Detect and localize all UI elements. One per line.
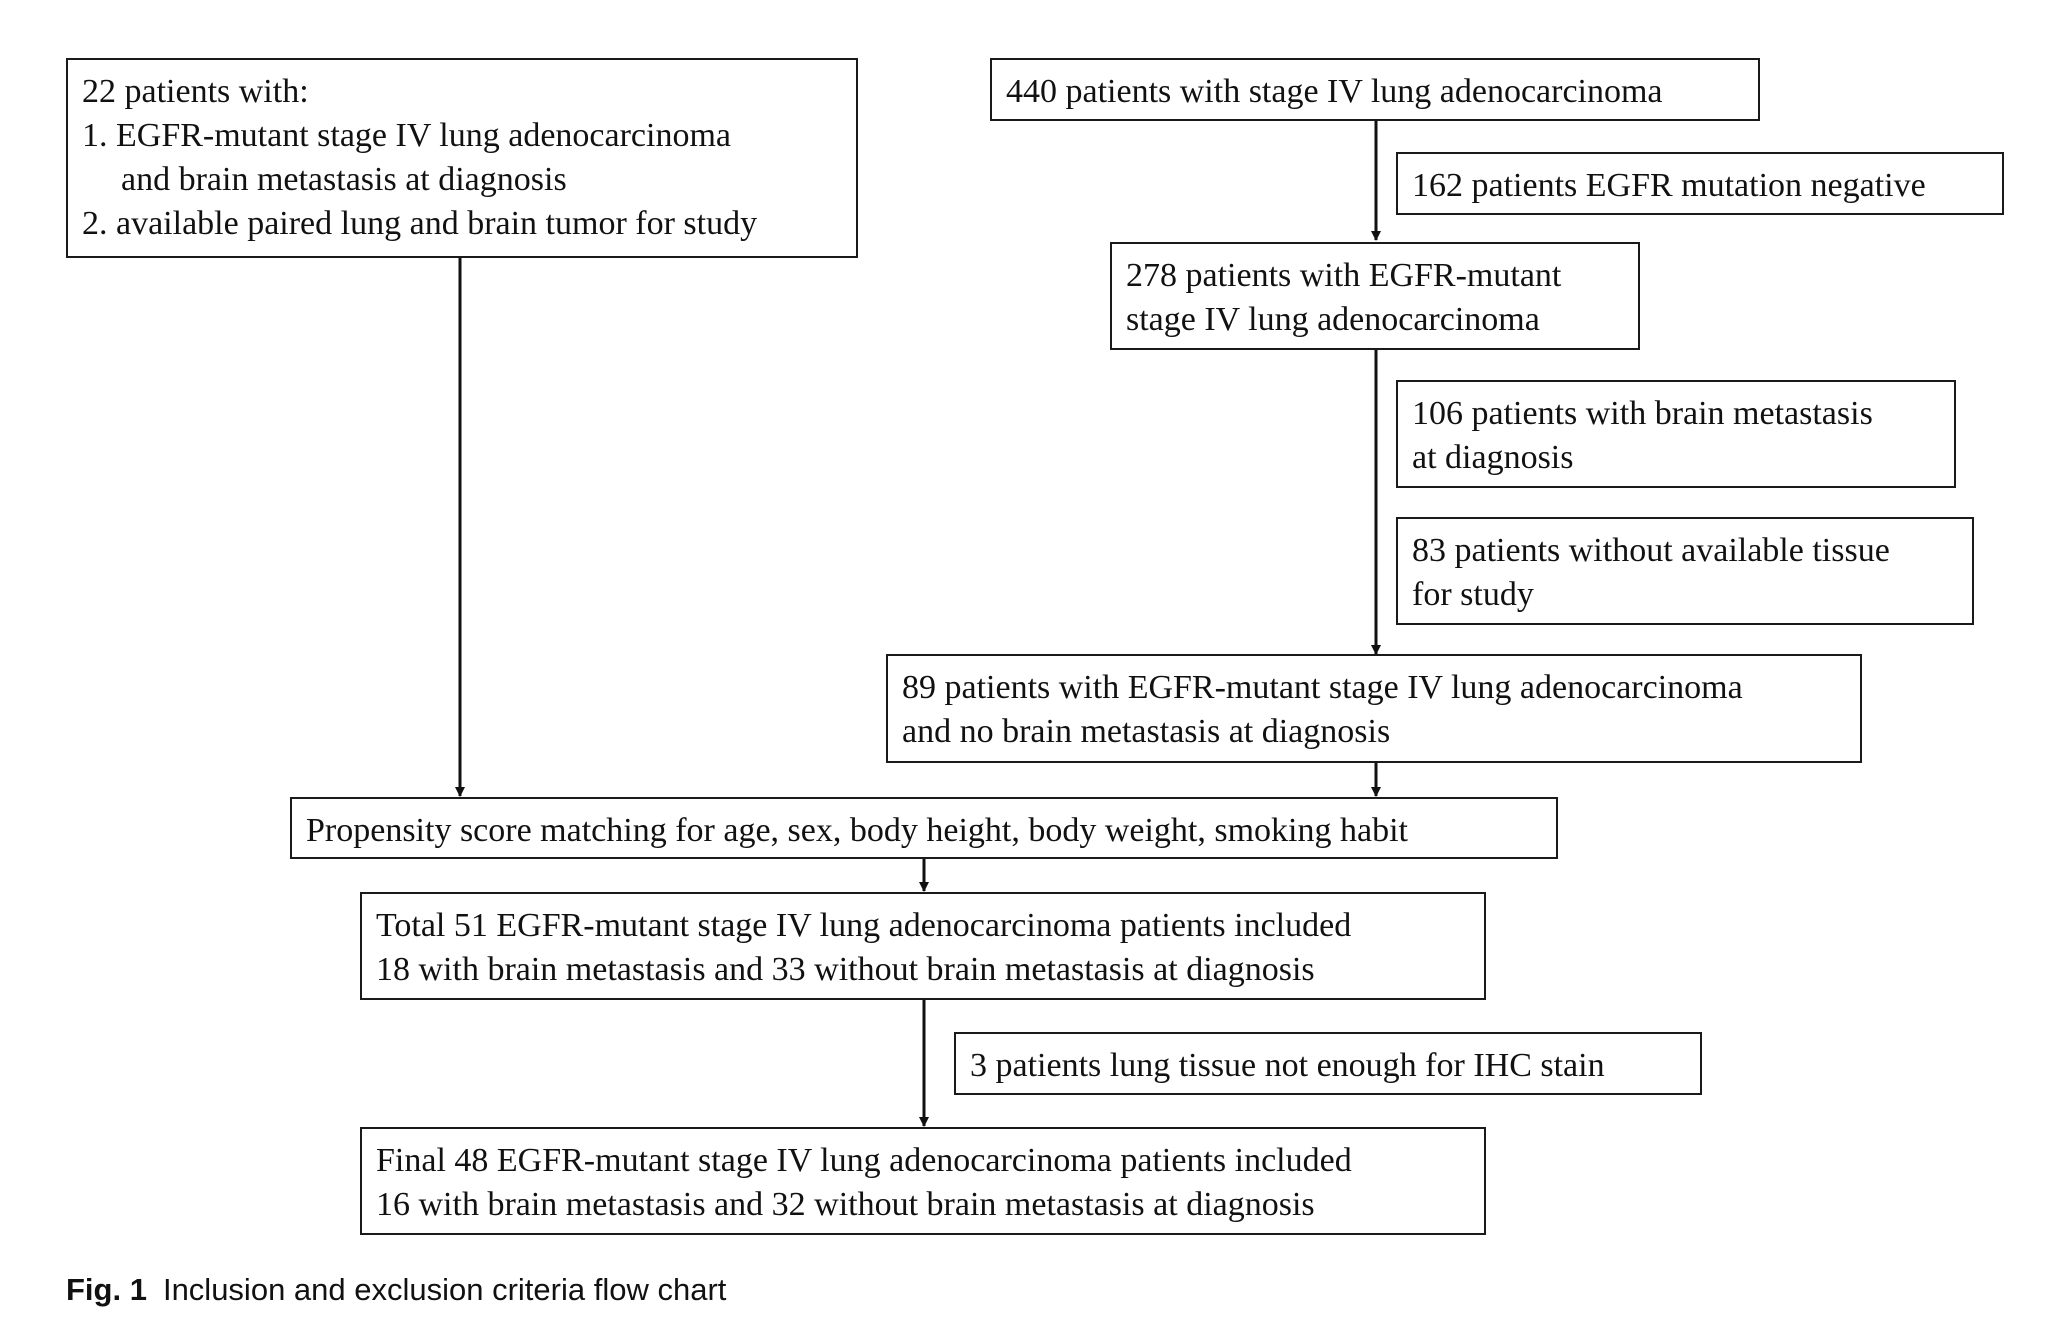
box-egfr-278: 278 patients with EGFR-mutant stage IV l… [1110,242,1640,350]
box-no-bm-89: 89 patients with EGFR-mutant stage IV lu… [886,654,1862,763]
no-bm-89-line1: 89 patients with EGFR-mutant stage IV lu… [902,669,1743,706]
excluded-83-line2: for study [1412,576,1534,613]
left-criteria-line2: 1. EGFR-mutant stage IV lung adenocarcin… [82,117,731,154]
egfr-278-line2: stage IV lung adenocarcinoma [1126,301,1540,338]
no-bm-89-line2: and no brain metastasis at diagnosis [902,713,1391,750]
egfr-278-line1: 278 patients with EGFR-mutant [1126,257,1562,294]
excluded-162-line1: 162 patients EGFR mutation negative [1412,167,1926,204]
box-propensity-matching: Propensity score matching for age, sex, … [290,797,1558,859]
excluded-106-line2: at diagnosis [1412,439,1574,476]
total-440-line1: 440 patients with stage IV lung adenocar… [1006,73,1663,110]
final-48-line2: 16 with brain metastasis and 32 without … [376,1186,1315,1223]
left-criteria-line1: 22 patients with: [82,73,309,110]
box-total-440: 440 patients with stage IV lung adenocar… [990,58,1760,121]
box-excluded-83: 83 patients without available tissue for… [1396,517,1974,625]
box-excluded-3: 3 patients lung tissue not enough for IH… [954,1032,1702,1095]
box-final-48: Final 48 EGFR-mutant stage IV lung adeno… [360,1127,1486,1235]
psm-line1: Propensity score matching for age, sex, … [306,812,1408,849]
left-criteria-line3: and brain metastasis at diagnosis [121,161,567,198]
box-excluded-106: 106 patients with brain metastasis at di… [1396,380,1956,488]
box-total-51: Total 51 EGFR-mutant stage IV lung adeno… [360,892,1486,1000]
box-excluded-162: 162 patients EGFR mutation negative [1396,152,2004,215]
final-48-line1: Final 48 EGFR-mutant stage IV lung adeno… [376,1142,1352,1179]
excluded-106-line1: 106 patients with brain metastasis [1412,395,1873,432]
figure-caption: Fig. 1 Inclusion and exclusion criteria f… [66,1272,726,1308]
excluded-83-line1: 83 patients without available tissue [1412,532,1890,569]
total-51-line1: Total 51 EGFR-mutant stage IV lung adeno… [376,907,1352,944]
excluded-3-line1: 3 patients lung tissue not enough for IH… [970,1047,1605,1084]
figure-caption-text: Inclusion and exclusion criteria flow ch… [162,1272,727,1307]
box-left-criteria: 22 patients with: 1. EGFR-mutant stage I… [66,58,858,258]
figure-label: Fig. 1 [66,1272,147,1307]
total-51-line2: 18 with brain metastasis and 33 without … [376,951,1315,988]
left-criteria-line4: 2. available paired lung and brain tumor… [82,205,758,242]
